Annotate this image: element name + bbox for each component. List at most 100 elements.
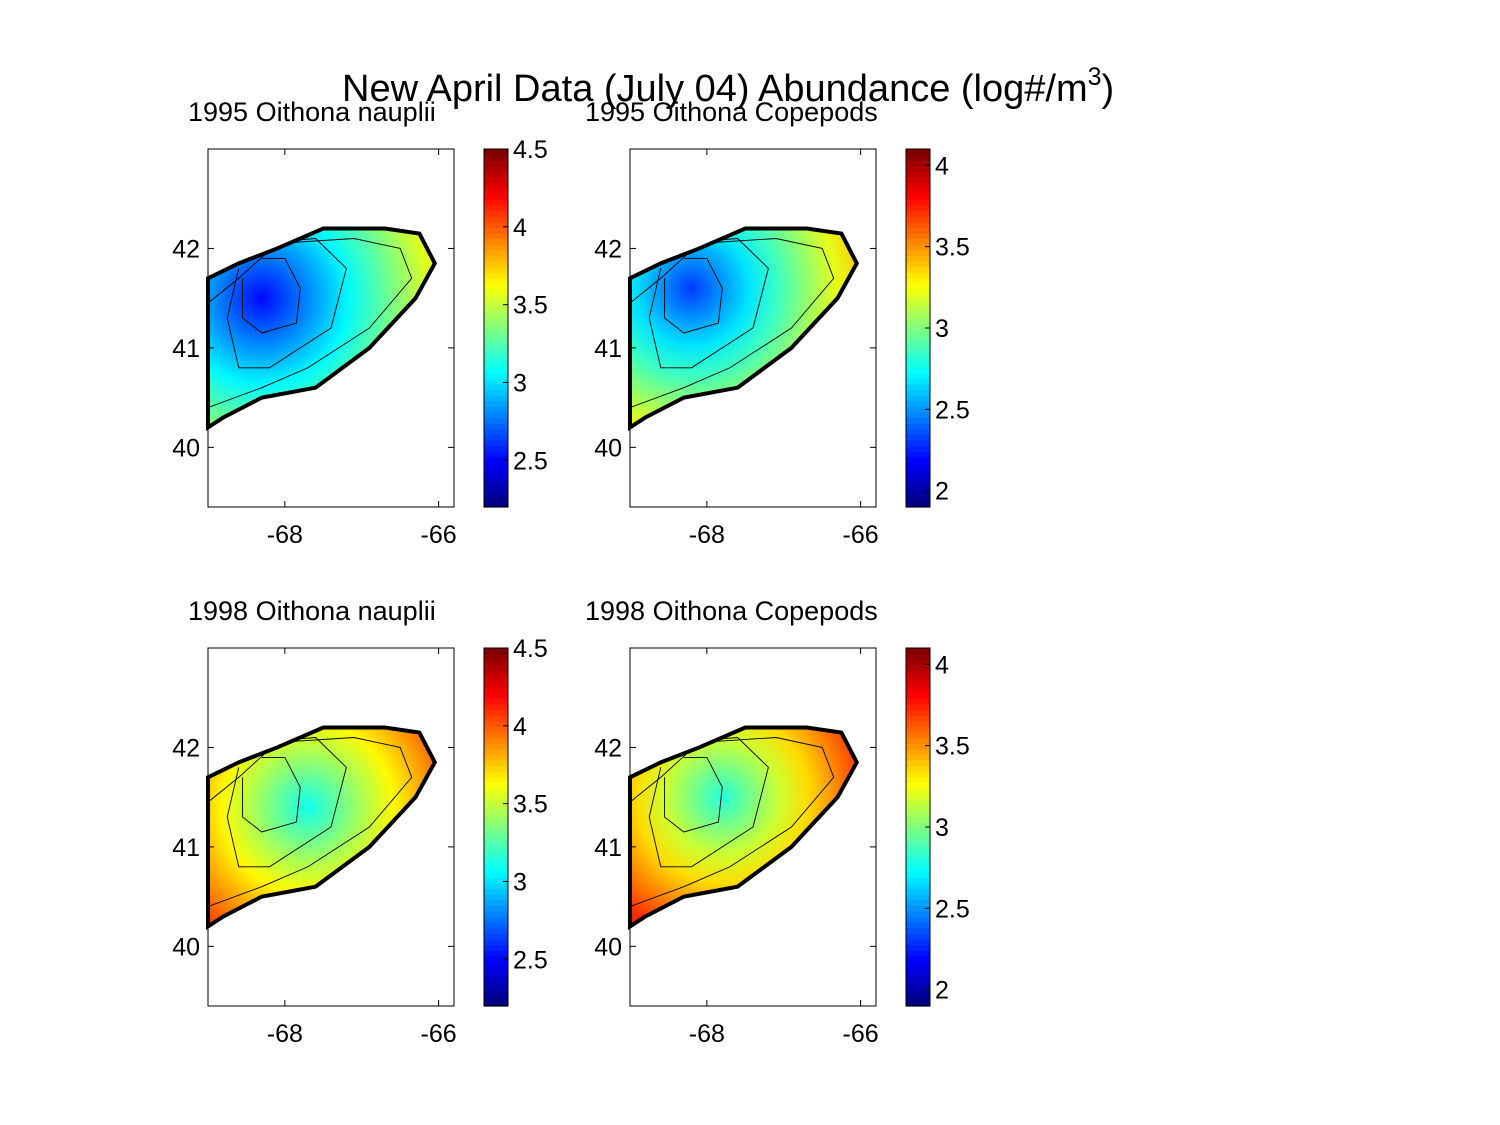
x-tick-label: -66 xyxy=(421,521,457,549)
y-tick-label: 40 xyxy=(172,933,200,961)
colorbar-segment xyxy=(906,283,930,290)
colorbar-segment xyxy=(484,815,508,823)
colorbar-segment xyxy=(906,787,930,795)
colorbar-segment xyxy=(484,938,508,946)
colorbar-segment xyxy=(484,810,508,817)
colorbar-segment xyxy=(906,501,930,508)
region-outline xyxy=(628,226,860,432)
colorbar-segment xyxy=(484,882,508,890)
panel-3: 1998 Oithona nauplii -68 -66 40 41 42 2.5 3 3.5 4… xyxy=(172,596,548,1048)
colorbar-segment xyxy=(906,771,930,778)
colorbar-segment xyxy=(484,888,508,895)
colorbar-segment xyxy=(484,759,508,767)
colorbar: 2 2.5 3 3.5 4 xyxy=(905,148,970,508)
depth-contour-2 xyxy=(226,238,347,369)
colorbar-frame xyxy=(483,647,509,1007)
colorbar-segment xyxy=(484,715,508,722)
colorbar-segment xyxy=(484,827,508,834)
colorbar-segment xyxy=(484,950,508,957)
colorbar-segment xyxy=(906,355,930,363)
panel-4: 1998 Oithona Copepods -68 -66 40 41 42 2 2.5 3 3.… xyxy=(585,596,970,1048)
y-tick-label: 42 xyxy=(172,734,200,762)
colorbar-segment xyxy=(484,339,508,346)
colorbar-segment xyxy=(906,160,930,167)
depth-contour-2 xyxy=(648,238,769,369)
colorbar-segment xyxy=(484,983,508,990)
colorbar-segment xyxy=(906,221,930,228)
colorbar-segment xyxy=(484,944,508,951)
colorbar-segment xyxy=(906,227,930,234)
colorbar-segment xyxy=(906,877,930,884)
colorbar-segment xyxy=(484,462,508,469)
y-tick-label: 42 xyxy=(594,235,622,263)
panel-2: 1995 Oithona Copepods -68 -66 40 41 42 2 2.5 3 3.… xyxy=(585,97,970,549)
region-outline xyxy=(206,725,438,931)
y-tick-label: 41 xyxy=(594,834,622,862)
colorbar-segment xyxy=(484,495,508,503)
colorbar-segment xyxy=(906,860,930,867)
colorbar-segment xyxy=(906,193,930,200)
colorbar-segment xyxy=(484,456,508,463)
colorbar-segment xyxy=(906,804,930,811)
colorbar-segment xyxy=(484,400,508,407)
depth-contour-1 xyxy=(664,257,723,334)
colorbar-segment xyxy=(484,355,508,363)
colorbar-segment xyxy=(906,361,930,368)
colorbar-segment xyxy=(906,238,930,245)
colorbar-segment xyxy=(906,288,930,296)
colorbar-segment xyxy=(484,832,508,839)
depth-contour-3 xyxy=(208,737,413,907)
colorbar-segment xyxy=(484,277,508,284)
colorbar-segment xyxy=(906,871,930,878)
colorbar-segment xyxy=(906,216,930,223)
colorbar-segment xyxy=(484,843,508,850)
colorbar-segment xyxy=(906,434,930,441)
colorbar-segment xyxy=(484,698,508,705)
colorbar-segment xyxy=(906,367,930,374)
colorbar-segment xyxy=(906,333,930,340)
colorbar: 2.5 3 3.5 4 4.5 xyxy=(483,136,548,508)
colorbar-segment xyxy=(906,462,930,469)
colorbar: 2.5 3 3.5 4 4.5 xyxy=(483,635,548,1007)
colorbar-segment xyxy=(906,400,930,407)
x-tick-label: -68 xyxy=(689,521,725,549)
colorbar-segment xyxy=(906,322,930,329)
colorbar-segment xyxy=(484,171,508,178)
colorbar-segment xyxy=(906,232,930,240)
colorbar-segment xyxy=(484,428,508,435)
colorbar-segment xyxy=(484,899,508,906)
colorbar-segment xyxy=(484,765,508,772)
colorbar-segment xyxy=(484,793,508,800)
colorbar-segment xyxy=(484,372,508,379)
colorbar-segment xyxy=(906,793,930,800)
colorbar-tick-label: 2 xyxy=(935,478,949,506)
colorbar-segment xyxy=(484,838,508,845)
colorbar-segment xyxy=(484,961,508,968)
y-tick-label: 40 xyxy=(594,434,622,462)
depth-contour-1 xyxy=(242,257,301,334)
colorbar-segment xyxy=(906,176,930,184)
colorbar-segment xyxy=(484,854,508,862)
colorbar-segment xyxy=(484,972,508,979)
colorbar-segment xyxy=(484,787,508,795)
colorbar-segment xyxy=(906,417,930,424)
colorbar-segment xyxy=(484,860,508,867)
colorbar-segment xyxy=(906,737,930,744)
figure-title-close: ) xyxy=(1102,68,1115,110)
colorbar-segment xyxy=(484,501,508,508)
colorbar-segment xyxy=(906,406,930,413)
colorbar-segment xyxy=(484,249,508,256)
colorbar-segment xyxy=(906,272,930,279)
colorbar-segment xyxy=(484,216,508,223)
colorbar-segment xyxy=(906,204,930,212)
colorbar-segment xyxy=(484,395,508,402)
colorbar-segment xyxy=(484,894,508,901)
colorbar-segment xyxy=(484,160,508,167)
colorbar-segment xyxy=(484,927,508,934)
colorbar-frame xyxy=(483,148,509,508)
colorbar-segment xyxy=(484,417,508,424)
colorbar-tick-label: 3.5 xyxy=(513,292,548,320)
colorbar-segment xyxy=(906,922,930,929)
colorbar-segment xyxy=(484,776,508,783)
colorbar-segment xyxy=(906,1000,930,1007)
